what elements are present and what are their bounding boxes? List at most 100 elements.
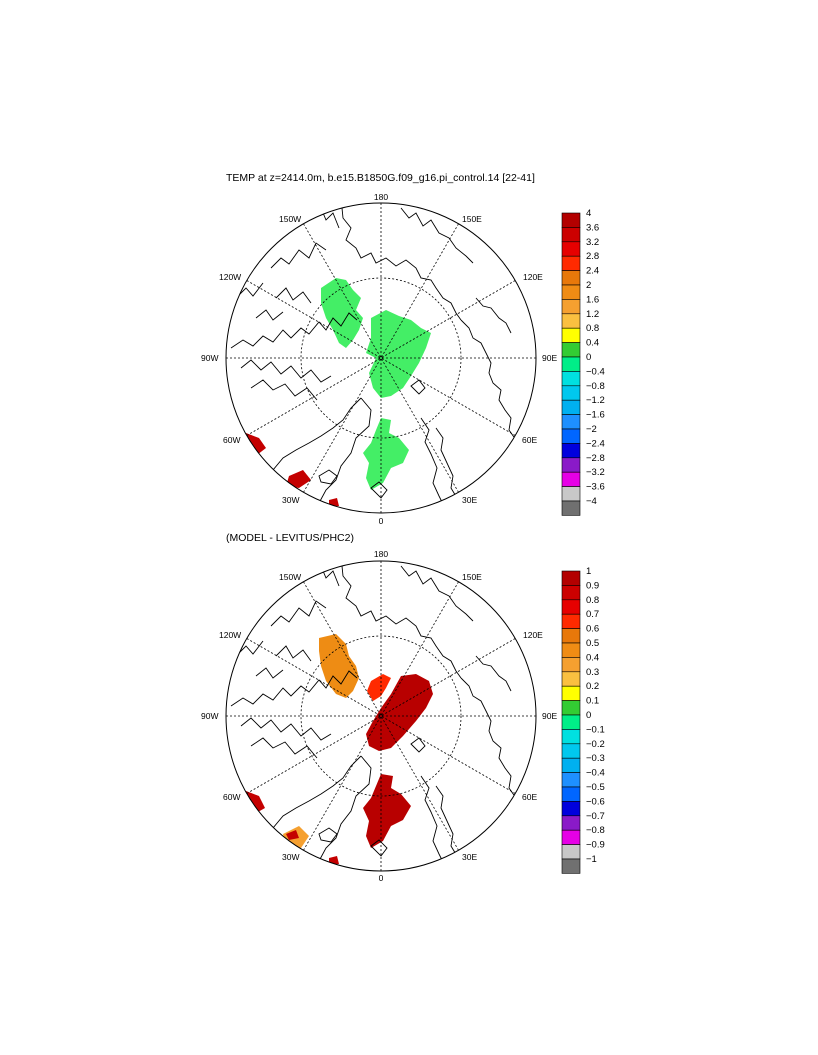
- colorbar-swatch: [561, 671, 581, 687]
- colorbar-label: −0.1: [586, 724, 605, 735]
- colorbar-label: −0.8: [586, 381, 605, 392]
- colorbar-label: 1: [586, 566, 591, 577]
- colorbar-label: −3.2: [586, 467, 605, 478]
- colorbar-swatch: [561, 342, 581, 358]
- lon-label: 0: [379, 516, 384, 526]
- colorbar-label: 0.2: [586, 681, 599, 692]
- colorbar-label: −0.2: [586, 739, 605, 750]
- colorbar-label: 3.2: [586, 237, 599, 248]
- colorbar-label: −0.5: [586, 782, 605, 793]
- colorbar-swatch: [561, 570, 581, 586]
- colorbar-label: 2: [586, 280, 591, 291]
- colorbar-swatch: [561, 457, 581, 473]
- lon-label: 120E: [523, 630, 543, 640]
- temp-field-region: [286, 470, 311, 488]
- lon-label: 90E: [542, 353, 557, 363]
- colorbar-label: −0.8: [586, 825, 605, 836]
- colorbar-swatch: [561, 642, 581, 658]
- lon-label: 90W: [201, 353, 218, 363]
- colorbar-label: −0.9: [586, 840, 605, 851]
- difference-map-title: (MODEL - LEVITUS/PHC2): [226, 532, 354, 544]
- lon-label: 120E: [523, 272, 543, 282]
- lon-label: 60E: [522, 792, 537, 802]
- temp-field-region: [366, 310, 431, 398]
- colorbar-label: −1: [586, 854, 597, 865]
- colorbar-swatch: [561, 801, 581, 817]
- lon-label: 30W: [282, 852, 299, 862]
- lon-label: 180: [374, 549, 388, 559]
- colorbar-label: −1.6: [586, 410, 605, 421]
- temp-field-region: [321, 278, 363, 348]
- lon-label: 90E: [542, 711, 557, 721]
- colorbar-label: −0.6: [586, 796, 605, 807]
- lon-label: 60W: [223, 792, 240, 802]
- colorbar-swatch: [561, 500, 581, 516]
- colorbar-swatch: [561, 786, 581, 802]
- colorbar-swatch: [561, 599, 581, 615]
- lon-label: 60W: [223, 435, 240, 445]
- colorbar-swatch: [561, 241, 581, 257]
- colorbar-swatch: [561, 815, 581, 831]
- colorbar-swatch: [561, 212, 581, 228]
- colorbar-label: 0.8: [586, 323, 599, 334]
- lon-label: 150E: [462, 214, 482, 224]
- colorbar-label: −4: [586, 496, 597, 507]
- colorbar-temp: 4 3.6 3.2 2.8 2.4 2 1.6 1.2 0.8 0.4 0 −0.4 −0.8 −1.2 −…: [561, 208, 605, 516]
- colorbar-swatch: [561, 284, 581, 300]
- colorbar-label: 0.5: [586, 638, 599, 649]
- colorbar-swatch: [561, 613, 581, 629]
- colorbar-swatch: [561, 399, 581, 415]
- colorbar-label: 0.4: [586, 338, 599, 349]
- colorbar-swatch: [561, 685, 581, 701]
- colorbar-label: −0.4: [586, 768, 605, 779]
- colorbar-swatch: [561, 428, 581, 444]
- lon-label: 180: [374, 192, 388, 202]
- colorbar-swatch: [561, 299, 581, 315]
- colorbar-label: −2.4: [586, 438, 605, 449]
- colorbar-label: 0.7: [586, 609, 599, 620]
- diff-field-region: [286, 830, 299, 840]
- lon-label: 30E: [462, 852, 477, 862]
- colorbar-swatch: [561, 628, 581, 644]
- lon-label: 150E: [462, 572, 482, 582]
- colorbar-label: 0.9: [586, 580, 599, 591]
- map-title: TEMP at z=2414.0m, b.e15.B1850G.f09_g16.…: [226, 172, 535, 184]
- colorbar-swatch: [561, 858, 581, 874]
- colorbar-label: 2.4: [586, 266, 599, 277]
- colorbar-swatch: [561, 700, 581, 716]
- colorbar-swatch: [561, 844, 581, 860]
- colorbar-swatch: [561, 385, 581, 401]
- colorbar-label: −2: [586, 424, 597, 435]
- temp-field-region: [363, 418, 409, 490]
- colorbar-swatch: [561, 757, 581, 773]
- colorbar-label: 0.6: [586, 624, 599, 635]
- colorbar-label: 0: [586, 352, 591, 363]
- lon-label: 0: [379, 873, 384, 883]
- colorbar-label: −2.8: [586, 453, 605, 464]
- colorbar-label: 3.6: [586, 222, 599, 233]
- colorbar-swatch: [561, 743, 581, 759]
- colorbar-label: 1.2: [586, 309, 599, 320]
- colorbar-swatch: [561, 356, 581, 372]
- lon-label: 150W: [279, 214, 301, 224]
- polar-map-temp: [225, 202, 537, 514]
- colorbar-label: 4: [586, 208, 591, 219]
- colorbar-label: −0.7: [586, 811, 605, 822]
- lon-label: 90W: [201, 711, 218, 721]
- colorbar-label: −0.3: [586, 753, 605, 764]
- colorbar-swatch: [561, 255, 581, 271]
- colorbar-swatch: [561, 443, 581, 459]
- colorbar-swatch: [561, 657, 581, 673]
- diff-field-region: [367, 674, 391, 701]
- colorbar-label: −0.4: [586, 366, 605, 377]
- diff-field-region: [366, 674, 433, 751]
- colorbar-label: 0.8: [586, 595, 599, 606]
- colorbar-swatch: [561, 714, 581, 730]
- diff-field-region: [319, 634, 359, 698]
- colorbar-swatch: [561, 313, 581, 329]
- colorbar-swatch: [561, 829, 581, 845]
- lon-label: 60E: [522, 435, 537, 445]
- lon-label: 120W: [219, 272, 241, 282]
- colorbar-swatch: [561, 414, 581, 430]
